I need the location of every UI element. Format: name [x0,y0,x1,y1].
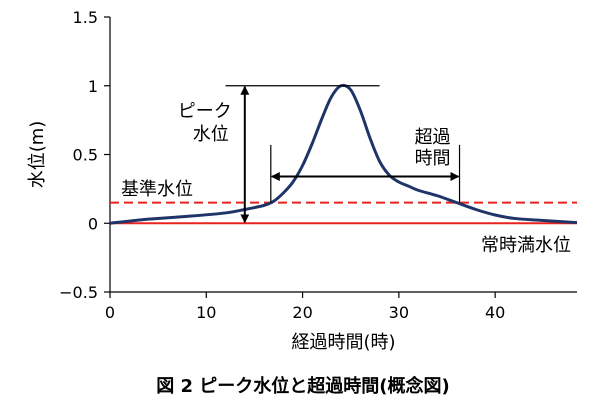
y-axis-label: 水位(m) [27,121,48,189]
y-tick-label: −0.5 [59,283,98,302]
x-tick-label: 30 [389,303,409,322]
x-tick-label: 0 [105,303,115,322]
y-tick-label: 1.5 [73,8,98,27]
x-tick-label: 10 [196,303,216,322]
exceed-label-line1: 超過 [415,127,451,148]
y-ticks: −0.5 0 0.5 1 1.5 [59,8,110,302]
peak-label-line1: ピーク [178,101,232,122]
x-tick-label: 20 [292,303,312,322]
peak-label-line2: 水位 [193,124,229,145]
base-level-label: 基準水位 [121,179,193,200]
y-tick-label: 0 [88,214,98,233]
y-tick-label: 1 [88,77,98,96]
x-ticks: 0 10 20 30 40 [105,292,505,322]
x-axis-label: 経過時間(時) [291,332,395,353]
exceed-label-line2: 時間 [415,148,451,169]
exceed-annotation: 超過 時間 [271,127,460,203]
x-tick-label: 40 [485,303,505,322]
y-tick-label: 0.5 [73,146,98,165]
figure-caption: 図 2 ピーク水位と超過時間(概念図) [156,375,450,397]
normal-full-level-label: 常時満水位 [481,235,571,256]
